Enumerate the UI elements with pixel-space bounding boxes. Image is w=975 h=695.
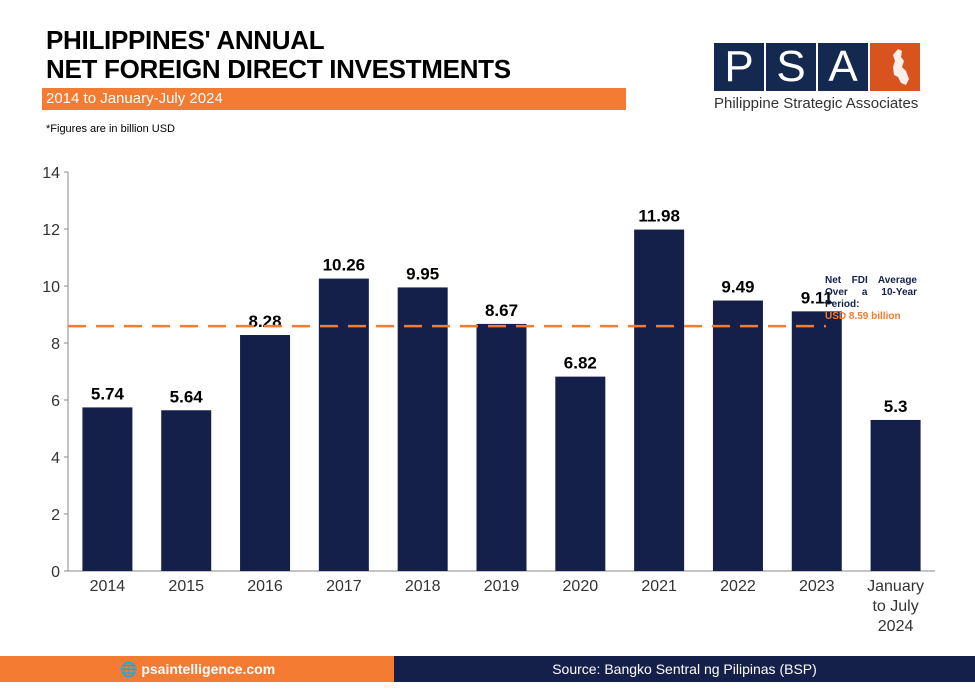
logo-letter: S (766, 43, 816, 91)
x-tick-label: 2023 (799, 578, 835, 595)
logo-letter: P (714, 43, 764, 91)
reference-label-text: Net FDI Average Over a 10-Year Period: (825, 275, 917, 310)
footer-website[interactable]: 🌐 psaintelligence.com (0, 656, 394, 682)
x-tick-label: 2017 (326, 578, 362, 595)
y-tick-label: 14 (42, 165, 60, 182)
bar (634, 229, 685, 571)
title-line-2: NET FOREIGN DIRECT INVESTMENTS (46, 54, 511, 84)
x-tick-label: January (867, 578, 924, 595)
y-tick-label: 8 (51, 336, 60, 353)
data-label: 9.11 (801, 288, 833, 307)
data-label: 10.26 (323, 256, 366, 275)
y-tick-label: 4 (51, 450, 60, 467)
y-tick-label: 12 (42, 222, 60, 239)
website-link[interactable]: psaintelligence.com (141, 661, 276, 677)
x-tick-label: 2016 (247, 578, 283, 595)
data-label: 5.64 (170, 387, 204, 406)
x-tick-label: 2024 (878, 618, 914, 635)
reference-label-value: USD 8.59 billion (825, 311, 901, 322)
data-label: 11.98 (638, 207, 680, 226)
x-tick-label: 2019 (484, 578, 520, 595)
bar (397, 287, 448, 571)
bar (555, 376, 606, 571)
data-label: 5.3 (884, 397, 908, 416)
x-tick-label: 2015 (168, 578, 204, 595)
y-tick-label: 10 (42, 279, 60, 296)
footer-source: Source: Bangko Sentral ng Pilipinas (BSP… (394, 656, 975, 682)
bar-chart: 0 2 4 6 8 10 12 14 5.74 2014 5.64 2015 8.28 2016 10.26… (42, 165, 935, 635)
data-label: 8.28 (248, 312, 281, 331)
x-tick-label: 2018 (405, 578, 441, 595)
logo-name: Philippine Strategic Associates (714, 95, 919, 112)
psa-logo: P S A Philippine Strategic Associates (714, 43, 920, 112)
bar (870, 419, 921, 571)
bar (712, 300, 763, 571)
x-tick-label: 2022 (720, 578, 756, 595)
subtitle: 2014 to January-July 2024 (42, 88, 626, 110)
bar (318, 278, 369, 571)
x-tick-label: 2020 (563, 578, 599, 595)
y-tick-label: 6 (51, 393, 60, 410)
chart-title: PHILIPPINES' ANNUAL NET FOREIGN DIRECT I… (46, 26, 511, 84)
bar (476, 323, 527, 571)
logo-letter: A (818, 43, 868, 91)
units-note: *Figures are in billion USD (46, 123, 175, 135)
data-label: 9.49 (721, 278, 754, 297)
data-label: 6.82 (564, 354, 597, 373)
y-tick-label: 2 (51, 507, 60, 524)
reference-line-label: Net FDI Average Over a 10-Year Period: U… (825, 275, 917, 323)
x-tick-label: 2021 (641, 578, 677, 595)
bar (791, 311, 842, 571)
data-label: 8.67 (485, 301, 518, 320)
globe-icon: 🌐 (120, 661, 138, 677)
bar (82, 407, 133, 571)
y-tick-label: 0 (51, 564, 60, 581)
data-label: 5.74 (91, 384, 125, 403)
data-label: 9.95 (406, 264, 439, 283)
x-tick-label: to July (872, 598, 918, 615)
title-line-1: PHILIPPINES' ANNUAL (46, 25, 325, 55)
bar (240, 335, 291, 571)
x-tick-label: 2014 (90, 578, 126, 595)
philippines-map-icon (870, 43, 920, 91)
bar (161, 410, 212, 571)
